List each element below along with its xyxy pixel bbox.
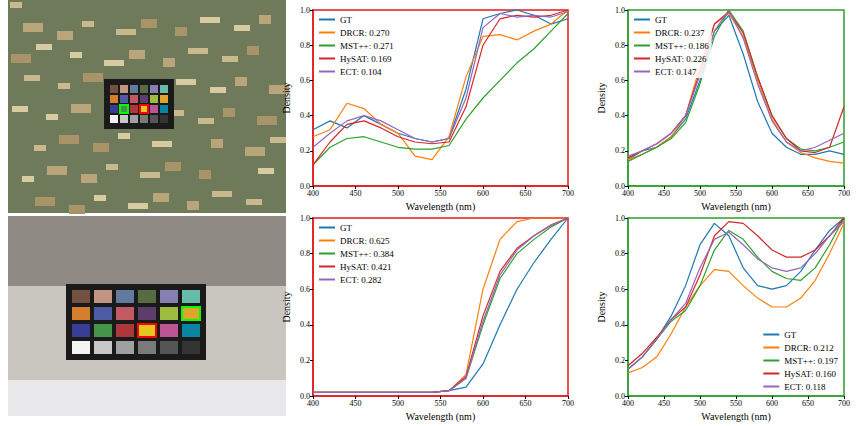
- svg-text:500: 500: [694, 189, 706, 198]
- svg-text:MST++: 0.271: MST++: 0.271: [340, 41, 394, 51]
- svg-text:MST++: 0.384: MST++: 0.384: [340, 249, 394, 259]
- svg-text:HySAT: 0.169: HySAT: 0.169: [340, 54, 392, 64]
- svg-text:Wavelength (nm): Wavelength (nm): [406, 201, 475, 213]
- svg-text:400: 400: [622, 189, 634, 198]
- svg-text:1.0: 1.0: [615, 6, 625, 15]
- svg-text:1.0: 1.0: [615, 214, 625, 223]
- svg-text:550: 550: [435, 399, 447, 408]
- svg-text:650: 650: [802, 189, 814, 198]
- svg-text:MST++: 0.186: MST++: 0.186: [655, 41, 709, 51]
- svg-text:600: 600: [766, 399, 778, 408]
- svg-text:0.2: 0.2: [300, 146, 310, 155]
- svg-text:550: 550: [730, 399, 742, 408]
- svg-text:500: 500: [392, 189, 404, 198]
- svg-text:450: 450: [350, 399, 362, 408]
- svg-text:0.4: 0.4: [300, 111, 310, 120]
- svg-text:650: 650: [520, 399, 532, 408]
- svg-text:450: 450: [658, 399, 670, 408]
- svg-text:0.8: 0.8: [300, 41, 310, 50]
- svg-text:ECT: 0.104: ECT: 0.104: [340, 67, 382, 77]
- svg-text:700: 700: [562, 399, 574, 408]
- svg-text:550: 550: [435, 189, 447, 198]
- svg-text:Density: Density: [281, 82, 292, 113]
- svg-text:ECT: 0.118: ECT: 0.118: [784, 382, 826, 392]
- svg-text:700: 700: [838, 189, 850, 198]
- svg-text:700: 700: [838, 399, 850, 408]
- svg-text:0.2: 0.2: [615, 146, 625, 155]
- svg-text:0.6: 0.6: [615, 76, 625, 85]
- svg-text:500: 500: [392, 399, 404, 408]
- svg-text:ECT: 0.282: ECT: 0.282: [340, 275, 382, 285]
- svg-text:400: 400: [622, 399, 634, 408]
- svg-text:ECT: 0.147: ECT: 0.147: [655, 67, 697, 77]
- svg-text:1.0: 1.0: [300, 214, 310, 223]
- svg-text:DRCR: 0.212: DRCR: 0.212: [784, 343, 834, 353]
- svg-text:0.4: 0.4: [615, 111, 625, 120]
- svg-text:600: 600: [766, 189, 778, 198]
- svg-text:500: 500: [694, 399, 706, 408]
- svg-text:600: 600: [477, 399, 489, 408]
- svg-text:GT: GT: [340, 15, 352, 25]
- svg-text:0.2: 0.2: [615, 356, 625, 365]
- svg-text:650: 650: [520, 189, 532, 198]
- svg-text:GT: GT: [784, 330, 796, 340]
- svg-text:HySAT: 0.226: HySAT: 0.226: [655, 54, 707, 64]
- svg-text:Density: Density: [596, 291, 607, 322]
- svg-text:0.4: 0.4: [300, 320, 310, 329]
- svg-text:450: 450: [658, 189, 670, 198]
- svg-text:450: 450: [350, 189, 362, 198]
- svg-text:0.0: 0.0: [615, 181, 625, 191]
- svg-text:0.0: 0.0: [300, 181, 310, 191]
- svg-text:550: 550: [730, 189, 742, 198]
- svg-text:0.8: 0.8: [615, 249, 625, 258]
- svg-text:0.2: 0.2: [300, 356, 310, 365]
- svg-text:0.0: 0.0: [300, 391, 310, 401]
- svg-text:Wavelength (nm): Wavelength (nm): [701, 201, 770, 213]
- svg-text:0.0: 0.0: [615, 391, 625, 401]
- svg-text:Wavelength (nm): Wavelength (nm): [701, 411, 770, 423]
- svg-text:400: 400: [307, 399, 319, 408]
- svg-text:MST++: 0.197: MST++: 0.197: [784, 356, 838, 366]
- svg-text:0.6: 0.6: [615, 285, 625, 294]
- svg-text:DRCR: 0.625: DRCR: 0.625: [340, 236, 390, 246]
- svg-text:HySAT: 0.421: HySAT: 0.421: [340, 262, 392, 272]
- svg-text:Wavelength (nm): Wavelength (nm): [406, 411, 475, 423]
- svg-text:700: 700: [562, 189, 574, 198]
- svg-text:600: 600: [477, 189, 489, 198]
- svg-text:650: 650: [802, 399, 814, 408]
- svg-text:GT: GT: [655, 15, 667, 25]
- svg-text:400: 400: [307, 189, 319, 198]
- svg-text:0.6: 0.6: [300, 76, 310, 85]
- svg-text:0.4: 0.4: [615, 320, 625, 329]
- svg-text:0.8: 0.8: [615, 41, 625, 50]
- svg-text:HySAT: 0.160: HySAT: 0.160: [784, 369, 836, 379]
- svg-text:DRCR: 0.237: DRCR: 0.237: [655, 28, 705, 38]
- svg-text:Density: Density: [596, 82, 607, 113]
- svg-text:Density: Density: [281, 291, 292, 322]
- svg-text:0.8: 0.8: [300, 249, 310, 258]
- svg-text:1.0: 1.0: [300, 6, 310, 15]
- svg-text:GT: GT: [340, 223, 352, 233]
- svg-text:0.6: 0.6: [300, 285, 310, 294]
- svg-text:DRCR: 0.270: DRCR: 0.270: [340, 28, 390, 38]
